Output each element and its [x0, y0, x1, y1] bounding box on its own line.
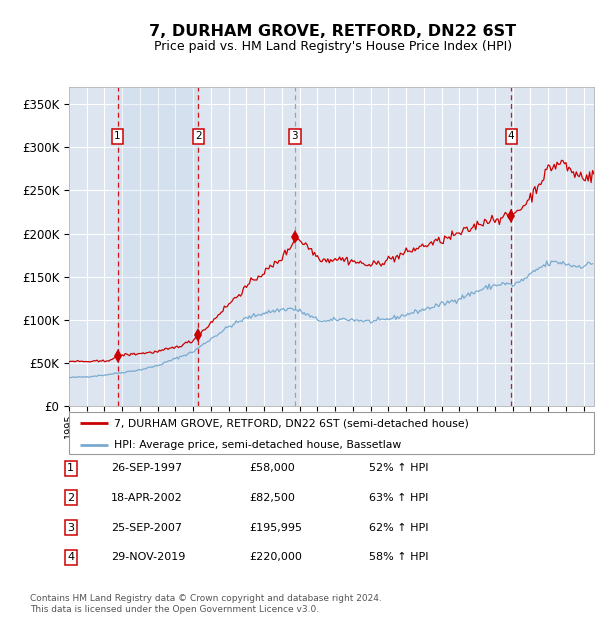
Text: 29-NOV-2019: 29-NOV-2019: [111, 552, 185, 562]
Text: 2: 2: [195, 131, 202, 141]
Text: 7, DURHAM GROVE, RETFORD, DN22 6ST (semi-detached house): 7, DURHAM GROVE, RETFORD, DN22 6ST (semi…: [113, 418, 469, 428]
Text: Contains HM Land Registry data © Crown copyright and database right 2024.
This d: Contains HM Land Registry data © Crown c…: [30, 595, 382, 614]
Text: 7, DURHAM GROVE, RETFORD, DN22 6ST: 7, DURHAM GROVE, RETFORD, DN22 6ST: [149, 24, 517, 38]
Text: Price paid vs. HM Land Registry's House Price Index (HPI): Price paid vs. HM Land Registry's House …: [154, 40, 512, 53]
Text: £195,995: £195,995: [249, 523, 302, 533]
Text: 3: 3: [67, 523, 74, 533]
Text: £82,500: £82,500: [249, 493, 295, 503]
Text: 58% ↑ HPI: 58% ↑ HPI: [369, 552, 428, 562]
Text: 3: 3: [292, 131, 298, 141]
Text: HPI: Average price, semi-detached house, Bassetlaw: HPI: Average price, semi-detached house,…: [113, 440, 401, 450]
Text: 62% ↑ HPI: 62% ↑ HPI: [369, 523, 428, 533]
Text: £220,000: £220,000: [249, 552, 302, 562]
Text: 2: 2: [67, 493, 74, 503]
Text: 4: 4: [508, 131, 514, 141]
Text: 1: 1: [114, 131, 121, 141]
Text: 1: 1: [67, 463, 74, 473]
Text: 63% ↑ HPI: 63% ↑ HPI: [369, 493, 428, 503]
Text: 26-SEP-1997: 26-SEP-1997: [111, 463, 182, 473]
Text: 25-SEP-2007: 25-SEP-2007: [111, 523, 182, 533]
Bar: [118, 87, 199, 406]
Text: 52% ↑ HPI: 52% ↑ HPI: [369, 463, 428, 473]
Text: 18-APR-2002: 18-APR-2002: [111, 493, 183, 503]
Text: 4: 4: [67, 552, 74, 562]
Text: £58,000: £58,000: [249, 463, 295, 473]
